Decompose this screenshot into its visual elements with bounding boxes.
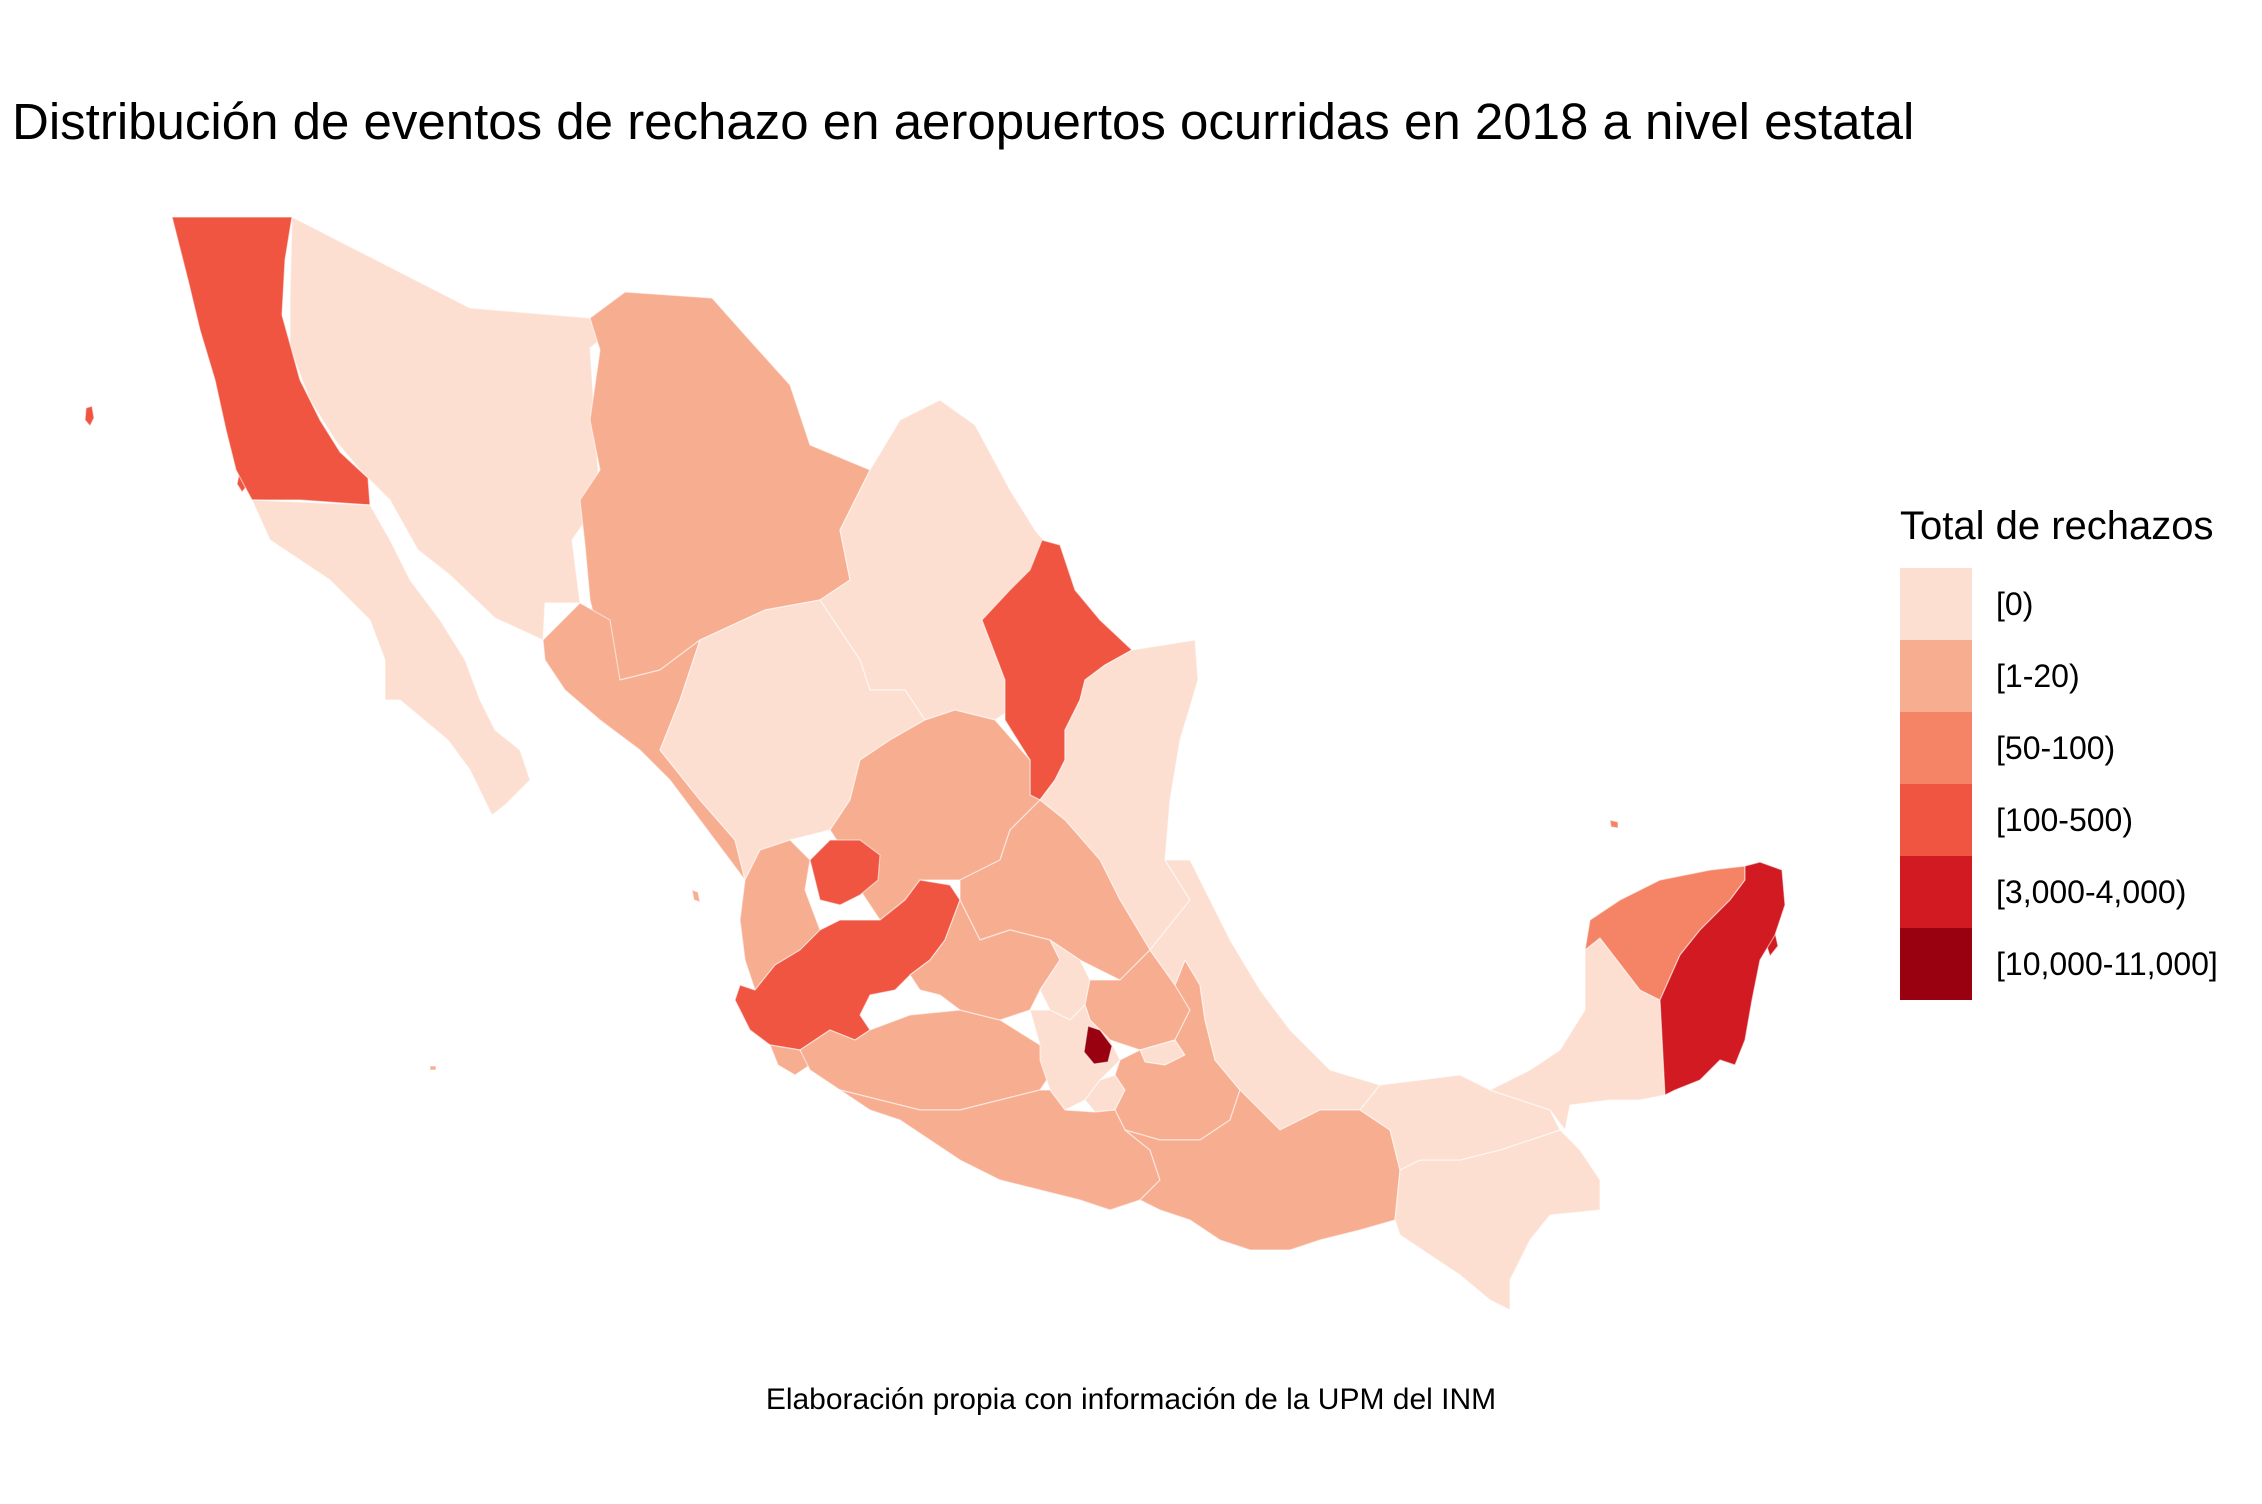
legend-swatch — [1900, 568, 1972, 640]
state-quintana-roo — [1659, 861, 1786, 1096]
state-tabasco — [1359, 1074, 1561, 1171]
legend-label: [3,000-4,000) — [1996, 873, 2187, 910]
island-arrecife-alacranes — [1609, 819, 1619, 829]
map-title: Distribución de eventos de rechazo en ae… — [12, 93, 1915, 150]
legend-item: [100-500) — [1900, 784, 2218, 856]
legend-label: [0) — [1996, 585, 2034, 622]
island-guadalupe — [84, 405, 95, 427]
island-revillagigedo — [429, 1065, 437, 1071]
legend-swatch — [1900, 856, 1972, 928]
legend-swatch — [1900, 784, 1972, 856]
source-caption: Elaboración propia con información de la… — [765, 1383, 1497, 1416]
legend-swatch — [1900, 928, 1972, 1000]
state-baja-california-sur — [251, 499, 531, 816]
map-legend: Total de rechazos [0) [1-20) [50-100) [1… — [1900, 506, 2218, 1000]
legend-title: Total de rechazos — [1900, 504, 2214, 548]
state-aguascalientes — [809, 839, 881, 906]
state-ciudad-de-mexico — [1083, 1025, 1113, 1065]
island-marias — [691, 889, 701, 903]
legend-item: [10,000-11,000] — [1900, 928, 2218, 1000]
legend-label: [1-20) — [1996, 657, 2080, 694]
legend-swatch — [1900, 712, 1972, 784]
legend-item: [1-20) — [1900, 640, 2218, 712]
state-colima — [769, 1044, 811, 1076]
legend-item: [3,000-4,000) — [1900, 856, 2218, 928]
legend-swatch — [1900, 640, 1972, 712]
legend-item: [50-100) — [1900, 712, 2218, 784]
legend-label: [10,000-11,000] — [1996, 945, 2218, 982]
legend-label: [100-500) — [1996, 801, 2133, 838]
legend-item: [0) — [1900, 568, 2218, 640]
legend-label: [50-100) — [1996, 729, 2116, 766]
